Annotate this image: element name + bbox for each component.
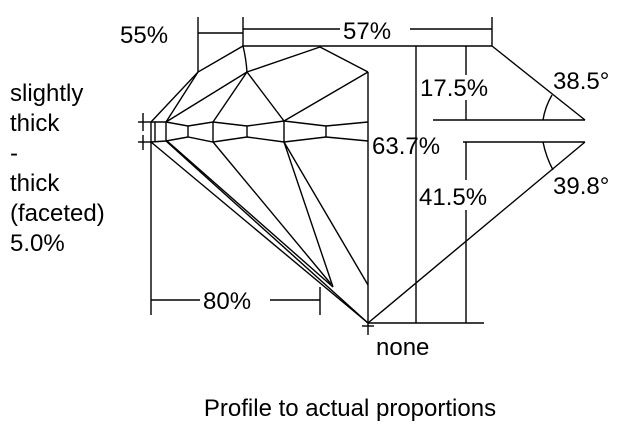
girdle-label: slightly thick - thick (faceted) 5.0% <box>10 80 105 257</box>
crown-angle-label: 38.5° <box>553 68 609 95</box>
girdle <box>150 120 369 143</box>
pavilion-outline <box>150 72 374 335</box>
dimension-lines <box>138 17 493 324</box>
lower-half-label: 80% <box>203 288 251 315</box>
girdle-label-line: (faceted) <box>10 200 105 227</box>
crown-ratio-label: 55% <box>120 22 168 49</box>
crown-height-label: 17.5% <box>420 75 488 102</box>
girdle-label-line: thick <box>10 170 60 197</box>
girdle-label-line: slightly <box>10 80 83 107</box>
table-label: 57% <box>343 18 391 45</box>
pavilion-depth-label: 41.5% <box>419 184 487 211</box>
total-depth-label: 63.7% <box>372 133 440 160</box>
pavilion-angle-label: 39.8° <box>553 173 609 200</box>
caption: Profile to actual proportions <box>204 395 496 422</box>
girdle-label-line: 5.0% <box>10 230 65 257</box>
crown-outline <box>150 45 492 123</box>
culet-label: none <box>376 334 429 361</box>
girdle-label-line: thick <box>10 110 60 137</box>
angle-construction <box>367 45 586 324</box>
girdle-label-line: - <box>10 140 18 167</box>
